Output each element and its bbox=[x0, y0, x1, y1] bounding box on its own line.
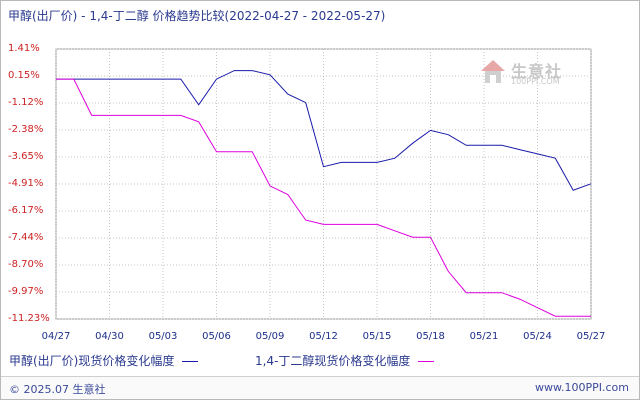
copyright-text: © 2025.07 生意社 bbox=[9, 383, 106, 396]
x-tick-label: 05/24 bbox=[523, 331, 552, 342]
y-tick-label: -4.91% bbox=[8, 178, 44, 189]
y-tick-label: -9.97% bbox=[8, 286, 44, 297]
x-tick-label: 05/06 bbox=[202, 331, 231, 342]
legend-series-1: 甲醇(出厂价)现货价格变化幅度 bbox=[9, 352, 199, 369]
legend-label-2: 1,4-丁二醇现货价格变化幅度 bbox=[255, 354, 411, 368]
x-tick-label: 05/21 bbox=[469, 331, 499, 342]
x-tick-label: 05/27 bbox=[576, 331, 606, 342]
legend-series-2: 1,4-丁二醇现货价格变化幅度 bbox=[255, 352, 435, 369]
series-line-2 bbox=[56, 78, 591, 317]
legend-swatch-1 bbox=[182, 361, 199, 362]
x-tick-label: 05/15 bbox=[362, 331, 392, 342]
chart-title: 甲醇(出厂价) - 1,4-丁二醇 价格趋势比较(2022-04-27 - 20… bbox=[8, 9, 386, 23]
y-tick-label: -3.65% bbox=[8, 151, 44, 162]
footer: © 2025.07 生意社 www.100PPI.com bbox=[1, 376, 639, 399]
legend-label-1: 甲醇(出厂价)现货价格变化幅度 bbox=[9, 354, 175, 368]
watermark-subtext: 100PPI.COM bbox=[511, 77, 560, 86]
y-tick-label: -7.44% bbox=[8, 232, 44, 243]
y-tick-label: -1.12% bbox=[8, 97, 44, 108]
watermark: 生意社 100PPI.COM bbox=[479, 56, 589, 90]
legend-swatch-2 bbox=[418, 361, 435, 362]
y-tick-label: -11.23% bbox=[8, 313, 50, 324]
x-tick-label: 05/12 bbox=[309, 331, 338, 342]
y-tick-label: -2.38% bbox=[8, 124, 44, 135]
y-tick-label: 0.15% bbox=[8, 70, 40, 81]
x-tick-label: 04/30 bbox=[95, 331, 124, 342]
series-line-1 bbox=[56, 70, 592, 191]
y-tick-label: -8.70% bbox=[8, 259, 44, 270]
y-tick-label: -6.17% bbox=[8, 205, 44, 216]
watermark-text: 生意社 bbox=[511, 62, 563, 81]
x-tick-label: 05/03 bbox=[148, 331, 178, 342]
x-tick-label: 04/27 bbox=[41, 331, 71, 342]
y-tick-label: 1.41% bbox=[8, 43, 40, 54]
house-logo-icon bbox=[481, 60, 505, 83]
site-link[interactable]: www.100PPI.com bbox=[535, 381, 629, 394]
x-tick-label: 05/09 bbox=[255, 331, 285, 342]
x-tick-label: 05/18 bbox=[416, 331, 445, 342]
